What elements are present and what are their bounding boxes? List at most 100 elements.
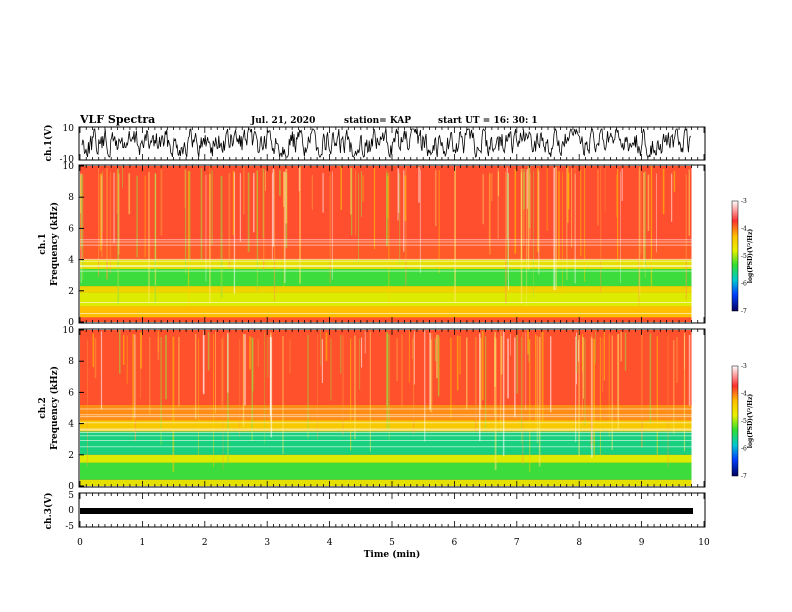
spec-streak bbox=[354, 335, 356, 440]
spec-streak bbox=[404, 175, 407, 221]
spec-band-5 bbox=[80, 259, 692, 269]
spec2-xticks bbox=[79, 329, 705, 487]
spec-streak bbox=[227, 332, 229, 393]
colorbar-tick-label: -7 bbox=[741, 308, 747, 315]
spec-streak bbox=[134, 337, 137, 442]
spec-streak bbox=[413, 334, 415, 434]
spec-band-1 bbox=[80, 462, 692, 480]
spec-streak bbox=[132, 333, 134, 432]
colorbar-ch2-label: log(PSD)(V²/Hz) bbox=[747, 394, 754, 449]
spec-streak bbox=[597, 169, 599, 226]
spec-streak bbox=[582, 336, 583, 417]
spec-streak bbox=[144, 175, 146, 258]
spec-streak bbox=[639, 166, 641, 297]
spec-streak bbox=[456, 335, 459, 391]
spec-streak bbox=[527, 330, 529, 355]
spec-streak bbox=[228, 173, 231, 268]
spec-streak bbox=[154, 173, 157, 303]
spec-streak bbox=[369, 331, 371, 452]
spec1-ylabel-frequency: Frequency (kHz) bbox=[49, 202, 60, 286]
spec-streak bbox=[538, 336, 541, 467]
spec-streak bbox=[424, 330, 426, 442]
panel-ch1-spectrogram: 0 2 4 6 8 10 ch.1 Frequency (kHz) bbox=[38, 162, 706, 328]
spec-streak bbox=[285, 169, 288, 224]
spec-streak bbox=[683, 332, 686, 452]
spec-hline bbox=[80, 265, 692, 266]
spec-streak bbox=[507, 173, 509, 279]
spec-streak bbox=[574, 167, 576, 242]
spec-streak bbox=[106, 168, 108, 280]
spec-streak bbox=[562, 172, 563, 296]
spec-streak bbox=[685, 174, 687, 300]
spec-streak bbox=[387, 176, 389, 219]
spec-streak bbox=[172, 336, 175, 472]
spec-streak bbox=[536, 335, 538, 443]
spec-streak bbox=[662, 168, 665, 215]
spec-hline bbox=[80, 429, 692, 431]
spec-hline bbox=[80, 260, 692, 262]
spec-streak bbox=[580, 169, 582, 257]
spec-streak bbox=[307, 334, 309, 439]
spec-streak bbox=[185, 169, 187, 274]
spec-streak bbox=[578, 339, 579, 362]
spec-streak bbox=[553, 166, 556, 290]
spec-streak bbox=[567, 172, 570, 210]
spec-hline bbox=[80, 440, 692, 441]
spec-streak bbox=[603, 330, 605, 381]
spec-streak bbox=[546, 167, 548, 231]
spec-band-7 bbox=[80, 166, 692, 241]
spec2-ylabel-frequency: Frequency (kHz) bbox=[49, 366, 60, 450]
spec-streak bbox=[558, 171, 560, 262]
spec-streak bbox=[87, 339, 88, 467]
spec-streak bbox=[213, 334, 214, 467]
spec-streak bbox=[638, 169, 640, 306]
spec-streak bbox=[116, 170, 118, 214]
ytick-label: 8 bbox=[68, 357, 74, 367]
spec-streak bbox=[620, 171, 621, 283]
spec-streak bbox=[289, 339, 291, 374]
spec-streak bbox=[81, 175, 83, 248]
spec-streak bbox=[325, 332, 328, 361]
spec-hline bbox=[80, 270, 692, 272]
station-label: station= KAP bbox=[344, 116, 411, 126]
spec-streak bbox=[520, 172, 523, 263]
spec-streak bbox=[123, 335, 125, 365]
spec-hline bbox=[80, 422, 692, 424]
spec-streak bbox=[249, 336, 251, 370]
spec-streak bbox=[256, 170, 259, 291]
spec-streak bbox=[398, 169, 400, 213]
spec-streak bbox=[656, 336, 658, 461]
spec-streak bbox=[373, 168, 376, 249]
spec-hline bbox=[80, 435, 692, 437]
spec-streak bbox=[102, 171, 103, 232]
spec-band-6 bbox=[80, 240, 692, 260]
spec-streak bbox=[80, 173, 82, 214]
spec-streak bbox=[140, 332, 142, 369]
spec-streak bbox=[500, 336, 503, 375]
spec-streak bbox=[412, 338, 414, 360]
spec-streak bbox=[514, 337, 516, 418]
spec2-yticks: 0 2 4 6 8 10 bbox=[63, 326, 84, 492]
spec-streak bbox=[529, 339, 531, 472]
ytick-label: 4 bbox=[68, 256, 74, 266]
spec-streak bbox=[243, 167, 245, 215]
ch3-signal-band bbox=[80, 508, 693, 514]
spec-streak bbox=[329, 173, 331, 284]
spec-streak bbox=[438, 336, 440, 395]
spec-streak bbox=[202, 330, 204, 393]
spec-streak bbox=[413, 331, 415, 385]
spec-streak bbox=[331, 171, 333, 280]
spec-streak bbox=[576, 336, 578, 374]
spec-streak bbox=[436, 334, 438, 379]
spec-streak bbox=[528, 166, 531, 229]
spec-streak bbox=[688, 169, 690, 236]
spec-streak bbox=[491, 173, 493, 202]
ytick-label: 2 bbox=[68, 287, 74, 297]
spec-streak bbox=[211, 170, 213, 246]
spec-streak bbox=[340, 335, 342, 374]
spec-streak bbox=[510, 334, 511, 356]
spec-streak bbox=[429, 333, 431, 410]
spec-streak bbox=[550, 336, 552, 413]
ytick-label: 0 bbox=[68, 318, 74, 328]
spec-streak bbox=[617, 334, 620, 429]
